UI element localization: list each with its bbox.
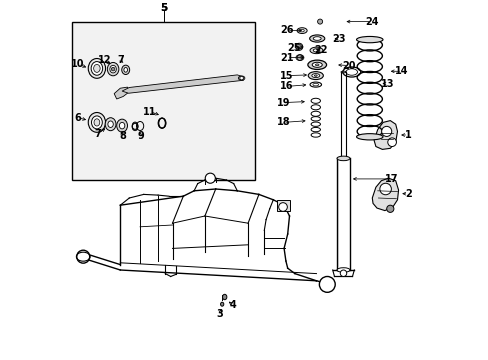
Ellipse shape: [94, 64, 100, 72]
Polygon shape: [122, 75, 244, 93]
Ellipse shape: [299, 30, 304, 32]
Ellipse shape: [91, 62, 102, 75]
Text: 17: 17: [384, 174, 397, 184]
Ellipse shape: [311, 62, 322, 67]
Ellipse shape: [307, 60, 326, 69]
Ellipse shape: [311, 74, 319, 78]
Text: 20: 20: [342, 60, 355, 71]
Ellipse shape: [313, 49, 319, 52]
Ellipse shape: [222, 294, 226, 300]
Circle shape: [386, 205, 393, 212]
Text: 9: 9: [137, 131, 144, 141]
Text: 23: 23: [331, 33, 345, 44]
Ellipse shape: [122, 65, 129, 75]
Ellipse shape: [94, 119, 100, 126]
Ellipse shape: [88, 112, 105, 132]
Circle shape: [295, 43, 302, 50]
Polygon shape: [373, 121, 397, 149]
Circle shape: [205, 173, 215, 183]
Ellipse shape: [119, 122, 124, 129]
Text: 3: 3: [216, 309, 223, 319]
Text: 4: 4: [229, 300, 236, 310]
Text: 19: 19: [276, 98, 289, 108]
Circle shape: [111, 67, 115, 71]
Text: 18: 18: [276, 117, 289, 127]
Text: 26: 26: [280, 25, 293, 35]
Text: 7: 7: [118, 55, 124, 66]
Ellipse shape: [220, 302, 224, 306]
Circle shape: [340, 270, 346, 276]
Ellipse shape: [110, 66, 116, 73]
Ellipse shape: [108, 121, 113, 127]
Text: 12: 12: [98, 55, 111, 66]
Ellipse shape: [336, 268, 349, 272]
Ellipse shape: [340, 71, 346, 73]
Text: 5: 5: [160, 3, 167, 13]
Circle shape: [278, 203, 287, 211]
Text: 2: 2: [404, 189, 411, 199]
Text: 24: 24: [365, 17, 378, 27]
Ellipse shape: [123, 68, 127, 72]
Circle shape: [239, 76, 243, 80]
Ellipse shape: [107, 62, 119, 76]
Circle shape: [296, 55, 302, 60]
Ellipse shape: [356, 36, 382, 43]
Ellipse shape: [336, 156, 349, 161]
Ellipse shape: [307, 72, 323, 80]
Circle shape: [319, 276, 335, 292]
Ellipse shape: [309, 47, 322, 54]
Ellipse shape: [296, 28, 306, 33]
Text: 22: 22: [313, 45, 327, 55]
Ellipse shape: [313, 37, 321, 40]
Ellipse shape: [315, 64, 318, 66]
Ellipse shape: [309, 35, 324, 42]
Polygon shape: [371, 178, 398, 211]
Circle shape: [387, 138, 396, 147]
Ellipse shape: [88, 59, 105, 78]
Circle shape: [381, 126, 391, 136]
Text: 25: 25: [287, 42, 300, 53]
Text: 21: 21: [280, 53, 293, 63]
Text: 15: 15: [280, 71, 293, 81]
Text: 8: 8: [119, 131, 126, 141]
Bar: [72, 22, 255, 180]
Text: 16: 16: [280, 81, 293, 91]
Bar: [276, 200, 289, 211]
Text: 13: 13: [380, 78, 394, 89]
Ellipse shape: [356, 134, 382, 140]
Text: 11: 11: [143, 107, 157, 117]
Ellipse shape: [314, 75, 317, 76]
Circle shape: [379, 183, 390, 195]
Ellipse shape: [117, 119, 127, 132]
Ellipse shape: [91, 116, 102, 129]
Circle shape: [317, 19, 322, 24]
Text: 5: 5: [160, 3, 167, 13]
Text: 10: 10: [71, 59, 85, 69]
Ellipse shape: [238, 76, 244, 80]
Ellipse shape: [105, 118, 116, 131]
Circle shape: [77, 250, 89, 263]
Text: 6: 6: [75, 113, 81, 123]
Text: 7: 7: [94, 129, 101, 139]
Text: 14: 14: [395, 66, 408, 76]
Polygon shape: [114, 87, 129, 99]
Text: 1: 1: [404, 130, 411, 140]
